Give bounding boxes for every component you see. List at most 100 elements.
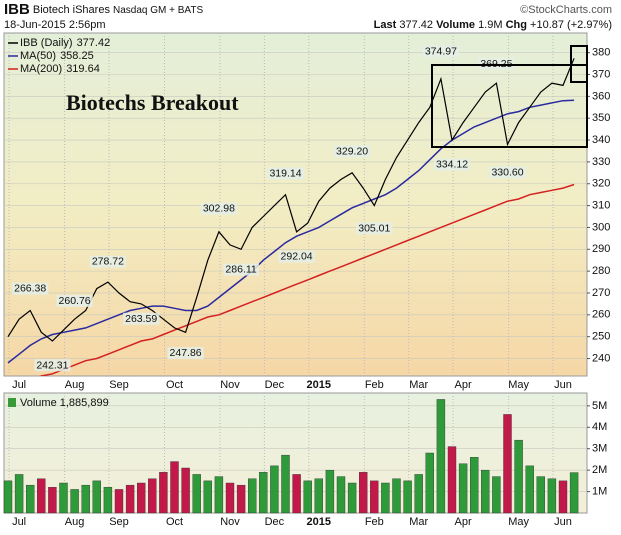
y-tick-label: 360 xyxy=(592,90,610,102)
volume-bar xyxy=(425,452,434,514)
volume-bar xyxy=(3,480,13,514)
quote-label: Volume xyxy=(436,19,475,31)
price-annotation: 242.31 xyxy=(36,359,68,371)
volume-title: Volume 1,885,899 xyxy=(20,397,109,409)
volume-bar xyxy=(26,484,35,514)
price-annotation: 260.76 xyxy=(59,295,91,307)
volume-bar xyxy=(370,480,379,514)
exchange: Nasdaq GM + BATS xyxy=(113,5,203,16)
date: 18-Jun-2015 2:56pm xyxy=(4,19,106,31)
x-tick-label: Aug xyxy=(65,379,85,391)
price-annotation: 334.12 xyxy=(436,159,468,171)
volume-bar xyxy=(547,478,557,514)
x-tick-label: Nov xyxy=(220,379,240,391)
x-tick-label: Jul xyxy=(12,379,26,391)
x-tick-label: Feb xyxy=(365,379,384,391)
volume-bar xyxy=(136,482,146,514)
breakout-box xyxy=(570,45,588,83)
volume-bar xyxy=(492,476,501,514)
annotation-box xyxy=(278,250,315,263)
x-tick-label: Apr xyxy=(455,379,472,391)
annotation-box xyxy=(334,145,371,158)
quote-label: Last xyxy=(374,19,397,31)
y-tick-label: 4M xyxy=(592,421,607,433)
price-annotation: 247.86 xyxy=(170,347,202,359)
volume-bar xyxy=(92,480,102,514)
annotation-box xyxy=(433,158,471,171)
x-tick-label: Oct xyxy=(166,516,183,528)
price-annotation: 278.72 xyxy=(92,256,124,268)
volume-bar xyxy=(481,469,490,514)
volume-bar xyxy=(414,474,423,514)
annotation-box xyxy=(200,202,238,215)
price-annotation: 329.20 xyxy=(336,145,368,157)
volume-bar xyxy=(214,476,224,514)
price-annotation: 302.98 xyxy=(203,203,235,215)
price-annotation: 369.25 xyxy=(480,58,512,70)
x-tick-label: Dec xyxy=(265,379,285,391)
volume-bar xyxy=(303,480,312,514)
volume-bar xyxy=(247,478,257,514)
volume-bar xyxy=(525,465,534,514)
legend-value: 319.64 xyxy=(66,63,100,75)
annotation-box xyxy=(167,347,204,360)
x-tick-label: Mar xyxy=(409,516,428,528)
price-annotation: 292.04 xyxy=(281,251,313,263)
moving-average xyxy=(39,183,575,376)
y-tick-label: 290 xyxy=(592,243,610,255)
price-panel xyxy=(3,32,588,377)
y-tick-label: 380 xyxy=(592,47,610,59)
x-tick-label: Jul xyxy=(12,516,26,528)
quote: Last 377.42 Volume 1.9M Chg +10.87 (+2.9… xyxy=(374,19,612,31)
volume-bar xyxy=(125,484,135,514)
volume-bar xyxy=(281,454,290,514)
volume-bar xyxy=(37,478,46,514)
volume-bar xyxy=(436,399,446,514)
x-tick-label: May xyxy=(508,516,529,528)
price-annotation: 374.97 xyxy=(425,45,457,57)
volume-bar xyxy=(81,484,90,514)
x-tick-label: 2015 xyxy=(307,516,331,528)
y-tick-label: 260 xyxy=(592,309,610,321)
annotation-box xyxy=(267,167,304,180)
volume-bar xyxy=(59,482,68,514)
y-tick-label: 280 xyxy=(592,265,610,277)
volume-bar xyxy=(569,472,579,514)
volume-bar xyxy=(536,476,545,514)
volume-bar xyxy=(14,474,24,514)
legend-value: 377.42 xyxy=(77,37,111,49)
annotation-box xyxy=(478,57,515,70)
x-tick-label: Sep xyxy=(109,516,129,528)
moving-average xyxy=(7,99,575,364)
x-tick-label: Oct xyxy=(166,379,183,391)
volume-bar xyxy=(558,480,568,514)
volume-bar xyxy=(270,465,279,514)
volume-bar xyxy=(259,472,268,514)
x-tick-label: Feb xyxy=(365,516,384,528)
quote-label: Chg xyxy=(506,19,527,31)
volume-bar xyxy=(470,457,479,514)
volume-bar xyxy=(236,484,246,514)
volume-bar xyxy=(181,467,190,514)
y-tick-label: 5M xyxy=(592,400,607,412)
volume-bar xyxy=(225,482,235,514)
volume-icon xyxy=(8,398,16,407)
price-annotation: 319.14 xyxy=(269,167,301,179)
volume-bar xyxy=(347,482,357,514)
price-annotation: 266.38 xyxy=(14,283,46,295)
quote-value: 1.9M xyxy=(478,19,502,31)
annotation-box xyxy=(422,45,460,58)
volume-bar xyxy=(70,489,79,514)
volume-bar xyxy=(392,478,401,514)
y-tick-label: 340 xyxy=(592,134,610,146)
volume-bar xyxy=(359,472,368,514)
x-tick-label: Jun xyxy=(554,379,572,391)
legend-entry: MA(200) xyxy=(20,63,62,75)
volume-bar xyxy=(403,480,412,514)
credit: ©StockCharts.com xyxy=(520,4,612,16)
volume-bar xyxy=(48,487,57,514)
y-tick-label: 320 xyxy=(592,178,610,190)
annotation-box xyxy=(12,282,49,295)
price-annotation: 263.59 xyxy=(125,313,157,325)
